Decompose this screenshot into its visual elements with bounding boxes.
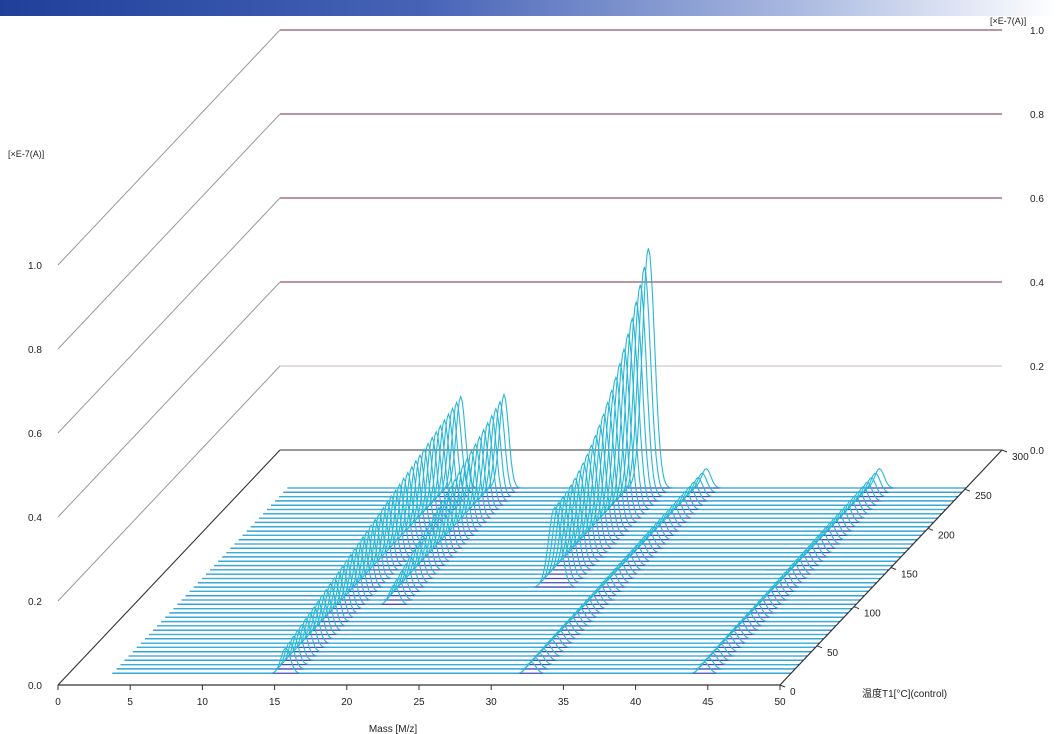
left-wall-gridline [58, 30, 280, 265]
z-tick-mark [965, 489, 970, 491]
x-tick-label: 10 [197, 697, 209, 708]
left-y-tick-label: 1.0 [28, 261, 42, 272]
z-tick-mark [780, 685, 785, 687]
x-axis-title: Mass [M/z] [369, 724, 418, 734]
right-y-tick-label: 1.0 [1030, 26, 1044, 37]
x-tick-label: 45 [702, 697, 714, 708]
data-traces [112, 248, 964, 673]
z-tick-mark [817, 646, 822, 648]
z-tick-label: 50 [827, 648, 839, 659]
series-line [145, 601, 822, 639]
right-y-tick-label: 0.2 [1030, 362, 1044, 373]
depth-axis-line [58, 450, 280, 685]
x-tick-label: 5 [127, 697, 133, 708]
series-line [169, 566, 846, 613]
axes: 0.0 0.0 0.2 0.2 0.4 0.4 0.6 0.6 0.8 0.8 1.0 1.0 0 5 10… [28, 26, 1044, 708]
x-tick-label: 15 [269, 697, 281, 708]
right-unit-label: [×E-7(A)] [990, 16, 1026, 26]
left-y-tick-label: 0.2 [28, 597, 42, 608]
right-y-tick-label: 0.0 [1030, 446, 1044, 457]
x-tick-label: 50 [774, 697, 786, 708]
z-tick-label: 0 [790, 687, 796, 698]
z-tick-mark [891, 568, 896, 570]
z-tick-mark [928, 528, 933, 530]
left-wall-gridline [58, 198, 280, 433]
x-tick-label: 0 [55, 697, 61, 708]
series-line [174, 560, 851, 608]
left-wall-gridline [58, 114, 280, 349]
series-line [194, 507, 871, 587]
z-axis-title: 温度T1[°C](control) [862, 687, 947, 700]
right-y-tick-label: 0.8 [1030, 110, 1044, 121]
left-y-tick-label: 0.4 [28, 513, 42, 524]
x-tick-label: 20 [341, 697, 353, 708]
series-line [149, 595, 826, 634]
x-tick-label: 25 [413, 697, 425, 708]
left-y-tick-label: 0.6 [28, 429, 42, 440]
left-y-tick-label: 0.0 [28, 681, 42, 692]
z-tick-mark [1002, 450, 1007, 452]
left-unit-label: [×E-7(A)] [8, 149, 44, 159]
right-y-tick-label: 0.6 [1030, 194, 1044, 205]
z-tick-label: 250 [975, 491, 992, 502]
x-tick-label: 35 [558, 697, 570, 708]
left-wall-gridline [58, 282, 280, 517]
z-tick-label: 200 [938, 530, 955, 541]
z-tick-mark [854, 607, 859, 609]
z-tick-label: 150 [901, 570, 918, 581]
series-line [178, 555, 855, 605]
right-y-tick-label: 0.4 [1030, 278, 1044, 289]
z-tick-label: 100 [864, 609, 881, 620]
x-tick-label: 40 [630, 697, 642, 708]
left-y-tick-label: 0.8 [28, 345, 42, 356]
z-tick-label: 300 [1012, 452, 1029, 463]
x-tick-label: 30 [486, 697, 498, 708]
